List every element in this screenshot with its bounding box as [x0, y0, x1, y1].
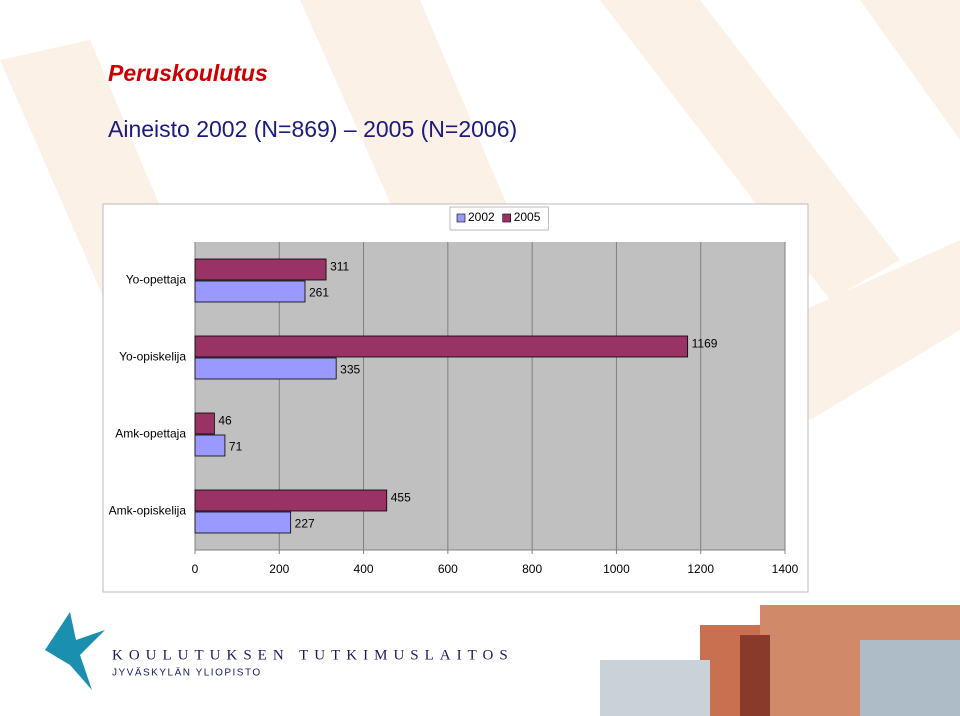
- y-tick-label: Amk-opettaja: [115, 427, 186, 441]
- y-tick-label: Amk-opiskelija: [109, 504, 187, 518]
- footer-subtitle: JYVÄSKYLÄN YLIOPISTO: [112, 667, 262, 679]
- x-tick-label: 1200: [687, 562, 714, 576]
- footer-title: KOULUTUKSEN TUTKIMUSLAITOS: [112, 647, 514, 663]
- x-tick-label: 0: [192, 562, 199, 576]
- x-tick-label: 200: [269, 562, 289, 576]
- slide-title: Peruskoulutus: [108, 60, 268, 86]
- slide-subtitle: Aineisto 2002 (N=869) – 2005 (N=2006): [108, 116, 517, 142]
- legend-box: [449, 206, 549, 231]
- x-tick-label: 400: [354, 562, 374, 576]
- legend-swatch: [502, 213, 512, 223]
- data-label: 1169: [692, 337, 718, 351]
- legend-swatch: [456, 213, 466, 223]
- bar: [194, 357, 337, 380]
- legend-label: 2002: [468, 210, 495, 224]
- bar: [194, 280, 306, 303]
- bar: [194, 258, 327, 281]
- logo: [45, 612, 105, 690]
- data-label: 335: [340, 363, 360, 377]
- chart: 0 200 400 600 800 1000 1200 1400Yo-opettaja2613…: [109, 206, 799, 576]
- data-label: 455: [391, 491, 411, 505]
- x-tick-label: 1400: [772, 562, 799, 576]
- data-label: 71: [229, 440, 243, 454]
- bar: [194, 511, 292, 534]
- data-label: 227: [295, 517, 315, 531]
- bar: [194, 412, 215, 435]
- y-tick-label: Yo-opiskelija: [119, 350, 186, 364]
- bar: [194, 434, 226, 457]
- x-tick-label: 600: [438, 562, 458, 576]
- data-label: 46: [218, 414, 232, 428]
- x-tick-label: 800: [522, 562, 542, 576]
- bar: [194, 335, 689, 358]
- data-label: 261: [309, 286, 329, 300]
- building-photo: [600, 605, 960, 716]
- data-label: 311: [330, 260, 349, 274]
- x-tick-label: 1000: [603, 562, 630, 576]
- bar: [194, 489, 388, 512]
- y-tick-label: Yo-opettaja: [126, 273, 187, 287]
- legend-label: 2005: [514, 210, 541, 224]
